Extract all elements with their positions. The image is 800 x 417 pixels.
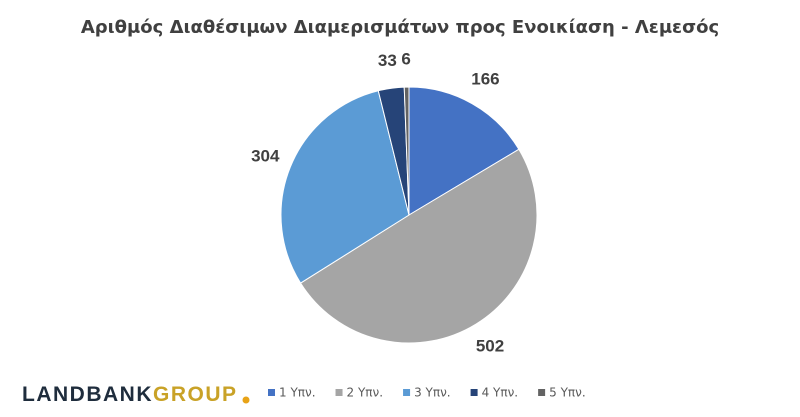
logo: LANDBANKGROUP (22, 383, 238, 406)
legend-label: 3 Υπν. (414, 386, 451, 400)
logo-dot (242, 396, 250, 404)
legend-swatch (538, 389, 546, 396)
data-label: 6 (401, 50, 410, 69)
data-label: 33 (378, 51, 397, 70)
pie-slice (299, 148, 538, 344)
data-label: 304 (251, 146, 280, 165)
pie-slice (408, 86, 520, 216)
legend-label: 1 Υπν. (279, 386, 316, 400)
legend-label: 4 Υπν. (482, 386, 519, 400)
legend-swatch (403, 389, 411, 396)
legend-swatch (470, 389, 478, 396)
pie-slice (280, 90, 410, 284)
logo-accent: GROUP (153, 383, 238, 406)
pie-slice (403, 86, 410, 216)
chart-title: Αριθμός Διαθέσιμων Διαμερισμάτων προς Εν… (81, 17, 719, 38)
data-label: 502 (476, 337, 504, 356)
legend-swatch (335, 389, 343, 396)
legend-label: 5 Υπν. (549, 386, 586, 400)
data-label: 166 (471, 70, 499, 89)
legend-swatch (268, 389, 275, 396)
logo-main: LANDBANK (22, 383, 153, 406)
legend-label: 2 Υπν. (347, 386, 384, 400)
